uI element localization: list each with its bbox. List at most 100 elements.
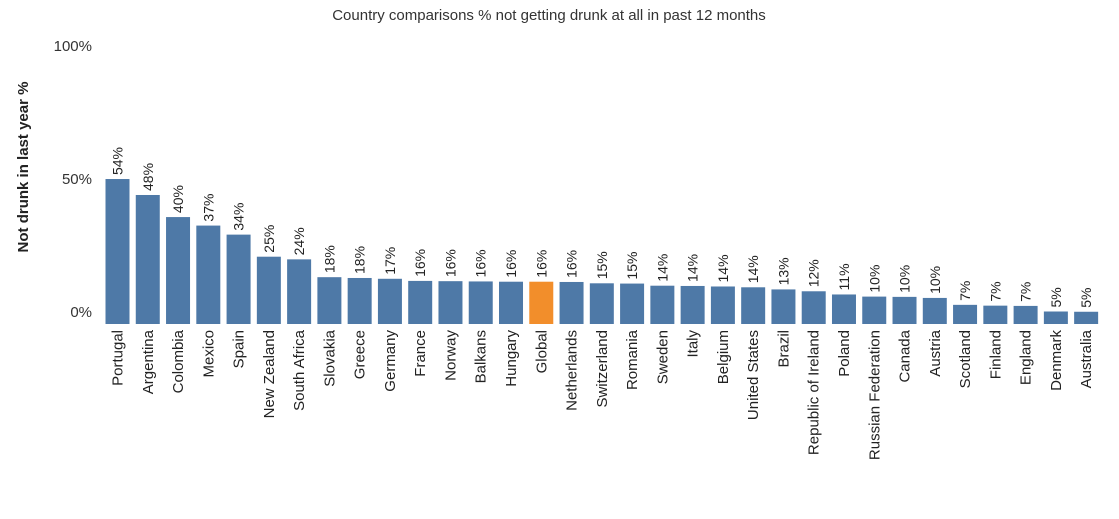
bar xyxy=(892,296,917,324)
data-label: 16% xyxy=(412,249,428,277)
data-label: 5% xyxy=(1078,288,1094,308)
bar xyxy=(287,259,312,324)
bar xyxy=(831,294,856,324)
data-label: 18% xyxy=(321,245,337,273)
bar xyxy=(1074,311,1099,324)
data-label: 40% xyxy=(170,185,186,213)
y-tick-label: 100% xyxy=(54,38,92,55)
bar xyxy=(953,304,978,324)
bar xyxy=(377,278,402,324)
data-label: 14% xyxy=(654,254,670,282)
bar xyxy=(105,179,130,324)
x-tick-label: Scotland xyxy=(957,330,974,388)
x-tick-label: Italy xyxy=(685,330,702,358)
data-label: 18% xyxy=(352,246,368,274)
bar xyxy=(256,256,281,324)
data-label: 34% xyxy=(231,203,247,231)
data-label: 16% xyxy=(473,249,489,277)
data-label: 17% xyxy=(382,247,398,275)
data-label: 5% xyxy=(1048,287,1064,307)
x-tick-label: Sweden xyxy=(654,330,671,384)
data-label: 14% xyxy=(715,254,731,282)
bar xyxy=(347,277,372,324)
bar xyxy=(499,281,524,324)
bar xyxy=(438,281,463,324)
x-tick-label: Argentina xyxy=(140,329,157,394)
bar xyxy=(710,286,735,324)
y-tick-label: 50% xyxy=(62,171,92,188)
bar xyxy=(529,281,554,324)
data-labels-group: 54% 48% 40% 37% 34% 25% 24% 18% 18% 17% 16% 16% 16% 1… xyxy=(110,147,1095,308)
x-axis-ticks: Portugal Argentina Colombia Mexico Spain New … xyxy=(110,329,1096,460)
bar xyxy=(196,225,221,324)
data-label: 15% xyxy=(624,252,640,280)
bar xyxy=(922,297,947,324)
x-tick-label: Spain xyxy=(231,330,248,368)
bar xyxy=(135,194,160,324)
bar xyxy=(801,291,826,324)
x-tick-label: Hungary xyxy=(503,330,520,387)
data-label: 37% xyxy=(200,194,216,222)
x-tick-label: Belgium xyxy=(715,330,732,384)
bar xyxy=(317,277,342,324)
bar xyxy=(559,281,584,324)
data-label: 48% xyxy=(140,163,156,191)
x-tick-label: Norway xyxy=(442,330,459,381)
bar xyxy=(650,285,675,324)
data-label: 10% xyxy=(897,265,913,293)
data-label: 16% xyxy=(533,250,549,278)
x-tick-label: Greece xyxy=(352,330,369,379)
y-axis-ticks: 0% 50% 100% xyxy=(54,38,92,321)
x-tick-label: Portugal xyxy=(110,330,127,386)
x-tick-label: South Africa xyxy=(291,329,308,411)
data-label: 12% xyxy=(806,259,822,287)
x-tick-label: Balkans xyxy=(473,330,490,383)
bar xyxy=(741,287,766,324)
x-tick-label: Germany xyxy=(382,330,399,392)
data-label: 16% xyxy=(442,249,458,277)
x-tick-label: Poland xyxy=(836,330,853,377)
bar xyxy=(1043,311,1068,324)
bar xyxy=(680,285,705,324)
data-label: 54% xyxy=(110,147,126,175)
bar xyxy=(1013,305,1038,324)
data-label: 7% xyxy=(987,281,1003,301)
x-tick-label: Brazil xyxy=(775,330,792,368)
chart-title: Country comparisons % not getting drunk … xyxy=(332,7,766,24)
y-axis-label: Not drunk in last year % xyxy=(15,82,32,253)
data-label: 10% xyxy=(927,266,943,294)
x-tick-label: France xyxy=(412,330,429,377)
data-label: 15% xyxy=(594,251,610,279)
x-tick-label: Finland xyxy=(987,330,1004,379)
bar xyxy=(983,305,1008,324)
data-label: 7% xyxy=(1018,282,1034,302)
data-label: 16% xyxy=(503,250,519,278)
bar xyxy=(408,280,433,324)
bar xyxy=(620,283,645,324)
x-tick-label: Colombia xyxy=(170,329,187,393)
x-tick-label: England xyxy=(1018,330,1035,385)
bar xyxy=(166,217,191,324)
x-tick-label: Netherlands xyxy=(564,330,581,411)
x-tick-label: Australia xyxy=(1078,329,1095,388)
bar xyxy=(862,296,887,324)
bars-group xyxy=(105,179,1099,324)
data-label: 14% xyxy=(745,255,761,283)
x-tick-label: Republic of Ireland xyxy=(806,330,823,455)
x-tick-label: Romania xyxy=(624,329,641,390)
x-tick-label: New Zealand xyxy=(261,330,278,418)
x-tick-label: Denmark xyxy=(1048,330,1065,391)
x-tick-label: Switzerland xyxy=(594,330,611,408)
data-label: 13% xyxy=(775,257,791,285)
data-label: 16% xyxy=(564,250,580,278)
x-tick-label: Russian Federation xyxy=(866,330,883,460)
data-label: 7% xyxy=(957,281,973,301)
y-tick-label: 0% xyxy=(70,304,92,321)
x-tick-label: Slovakia xyxy=(321,329,338,386)
bar xyxy=(226,234,251,324)
data-label: 24% xyxy=(291,227,307,255)
bar xyxy=(468,281,493,324)
data-label: 14% xyxy=(685,254,701,282)
data-label: 25% xyxy=(261,225,277,253)
